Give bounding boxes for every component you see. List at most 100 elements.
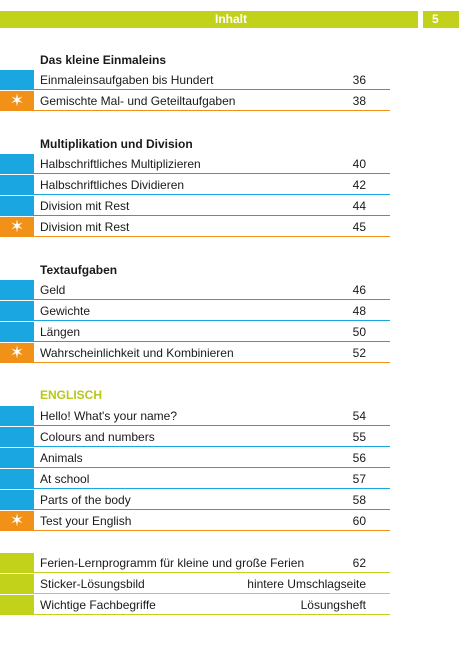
row-tab	[0, 70, 34, 90]
row-label: Längen	[40, 325, 81, 339]
row-tab	[0, 427, 34, 447]
toc-row[interactable]: Animals 56	[0, 448, 390, 468]
row-label: Ferien-Lernprogramm für kleine und große…	[40, 556, 305, 570]
section-title: Textaufgaben	[40, 263, 118, 277]
row-rule	[34, 467, 390, 468]
toc-row[interactable]: ✶ Division mit Rest 45	[0, 217, 390, 237]
star-icon: ✶	[9, 91, 25, 110]
row-label: At school	[40, 472, 90, 486]
row-page: 60	[352, 514, 366, 528]
row-page: 50	[352, 325, 366, 339]
row-page: 54	[352, 409, 366, 423]
row-rule	[34, 593, 390, 594]
star-icon: ✶	[9, 511, 25, 530]
row-rule	[34, 362, 390, 363]
header-title: Inhalt	[215, 12, 247, 26]
row-page: 48	[352, 304, 366, 318]
toc-row[interactable]: ✶ Gemischte Mal- und Geteiltaufgaben 38	[0, 91, 390, 111]
row-tab	[0, 301, 34, 321]
toc-row[interactable]: Ferien-Lernprogramm für kleine und große…	[0, 553, 390, 573]
toc-row[interactable]: Colours and numbers 55	[0, 427, 390, 447]
page-number: 5	[423, 11, 459, 28]
row-tab	[0, 448, 34, 468]
row-tab	[0, 595, 34, 615]
row-rule	[34, 299, 390, 300]
row-page: 55	[352, 430, 366, 444]
row-page: 36	[352, 73, 366, 87]
row-page: 40	[352, 157, 366, 171]
row-label: Division mit Rest	[40, 220, 130, 234]
row-rule	[34, 173, 390, 174]
row-tab	[0, 322, 34, 342]
row-label: Colours and numbers	[40, 430, 155, 444]
row-page: 42	[352, 178, 366, 192]
toc-row[interactable]: Wichtige Fachbegriffe Lösungsheft	[0, 595, 390, 615]
row-tab	[0, 196, 34, 216]
row-rule	[34, 425, 390, 426]
row-tab: ✶	[0, 343, 34, 363]
row-label: Sticker-Lösungsbild	[40, 577, 145, 591]
row-label: Animals	[40, 451, 83, 465]
toc-row[interactable]: At school 57	[0, 469, 390, 489]
row-label: Einmaleinsaufgaben bis Hundert	[40, 73, 214, 87]
row-label: Hello! What's your name?	[40, 409, 178, 423]
toc-row[interactable]: Sticker-Lösungsbild hintere Umschlagseit…	[0, 574, 390, 594]
toc-row[interactable]: Division mit Rest 44	[0, 196, 390, 216]
row-rule	[34, 89, 390, 90]
header-bar	[0, 11, 418, 28]
page-header: Inhalt 5	[0, 11, 459, 28]
row-rule	[34, 320, 390, 321]
toc-row[interactable]: Halbschriftliches Multiplizieren 40	[0, 154, 390, 174]
row-page: 52	[352, 346, 366, 360]
row-rule	[34, 488, 390, 489]
row-tab	[0, 574, 34, 594]
section-title-english: ENGLISCH	[40, 388, 103, 402]
row-label: Parts of the body	[40, 493, 131, 507]
row-label: Geld	[40, 283, 66, 297]
row-page: 56	[352, 451, 366, 465]
section-title: Das kleine Einmaleins	[40, 53, 167, 67]
toc-row[interactable]: Halbschriftliches Dividieren 42	[0, 175, 390, 195]
row-label: Division mit Rest	[40, 199, 130, 213]
toc-row[interactable]: ✶ Test your English 60	[0, 511, 390, 531]
toc-row[interactable]: ✶ Wahrscheinlichkeit und Kombinieren 52	[0, 343, 390, 363]
row-rule	[34, 572, 390, 573]
row-rule	[34, 236, 390, 237]
row-page: 44	[352, 199, 366, 213]
row-tab: ✶	[0, 217, 34, 237]
row-rule	[34, 530, 390, 531]
row-page: 45	[352, 220, 366, 234]
row-rule	[34, 614, 390, 615]
row-label: Gemischte Mal- und Geteiltaufgaben	[40, 94, 236, 108]
star-icon: ✶	[9, 343, 25, 362]
row-tab	[0, 469, 34, 489]
toc-row[interactable]: Hello! What's your name? 54	[0, 406, 390, 426]
row-label: Halbschriftliches Multiplizieren	[40, 157, 201, 171]
row-page: hintere Umschlagseite	[247, 577, 366, 591]
row-page: Lösungsheft	[300, 598, 366, 612]
row-page: 46	[352, 283, 366, 297]
row-label: Halbschriftliches Dividieren	[40, 178, 185, 192]
section-title: Multiplikation und Division	[40, 137, 193, 151]
row-tab	[0, 406, 34, 426]
row-rule	[34, 110, 390, 111]
toc-row[interactable]: Längen 50	[0, 322, 390, 342]
row-rule	[34, 341, 390, 342]
row-tab	[0, 280, 34, 300]
row-tab: ✶	[0, 91, 34, 111]
row-page: 57	[352, 472, 366, 486]
row-rule	[34, 509, 390, 510]
toc-row[interactable]: Parts of the body 58	[0, 490, 390, 510]
row-page: 38	[352, 94, 366, 108]
row-label: Gewichte	[40, 304, 91, 318]
row-rule	[34, 194, 390, 195]
row-rule	[34, 446, 390, 447]
row-label: Test your English	[40, 514, 132, 528]
row-tab	[0, 553, 34, 573]
toc-row[interactable]: Gewichte 48	[0, 301, 390, 321]
star-icon: ✶	[9, 217, 25, 236]
row-tab	[0, 490, 34, 510]
toc-row[interactable]: Einmaleinsaufgaben bis Hundert 36	[0, 70, 390, 90]
row-page: 58	[352, 493, 366, 507]
toc-row[interactable]: Geld 46	[0, 280, 390, 300]
